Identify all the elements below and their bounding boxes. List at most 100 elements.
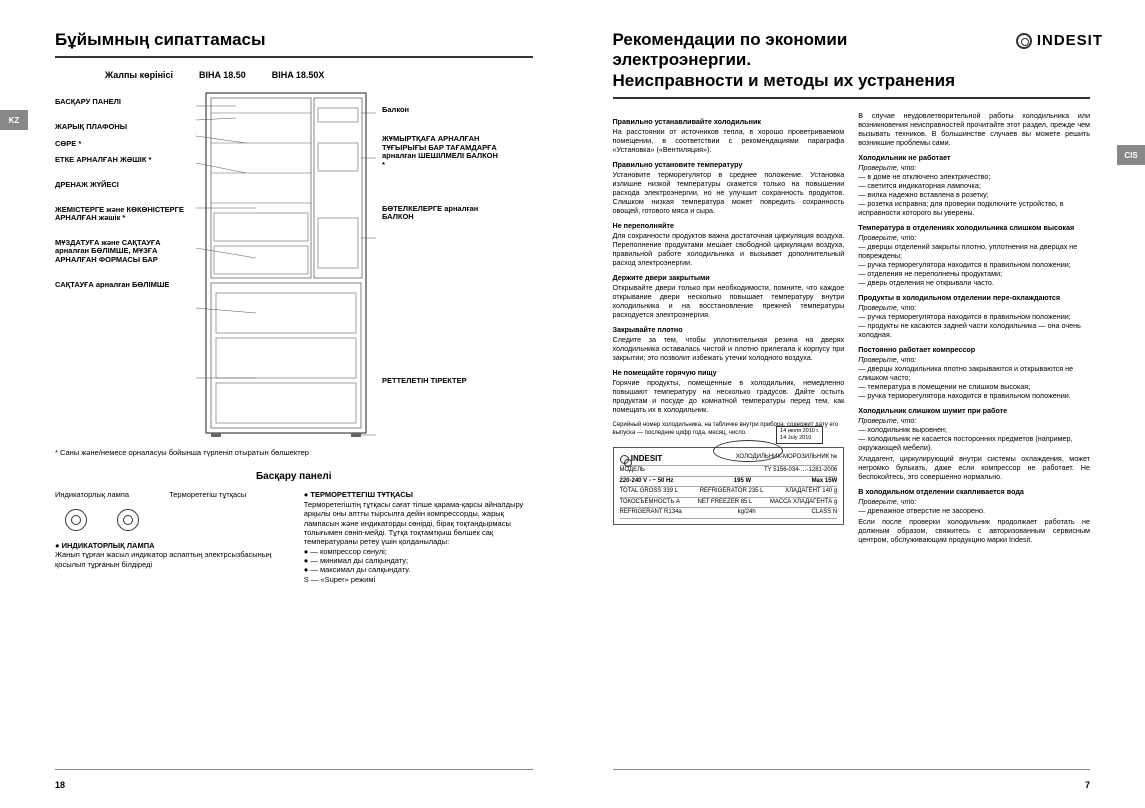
check-item: — светится индикаторная лампочка; [858,181,1090,190]
model-1: BIHA 18.50 [199,70,246,80]
brand-icon [1016,33,1032,49]
lbl: ЖАРЫҚ ПЛАФОНЫ [55,123,190,132]
check-label: Проверьте, что: [858,355,1090,364]
model-2: BIHA 18.50X [272,70,325,80]
check-label: Проверьте, что: [858,497,1090,506]
models-row: Жалпы көрінісі BIHA 18.50 BIHA 18.50X [105,70,533,80]
date-callout: 14 июля 2010 г. 14 July 2010 [776,426,823,444]
left-title: Бұйымның сипаттамасы [55,30,533,50]
check-item: — ручка терморегулятора находится в прав… [858,260,1090,269]
lang-tab-kz: KZ [0,110,28,130]
check-item: — продукты не касаются задней части холо… [858,321,1090,339]
issue-title: В холодильном отделении скапливается вод… [858,487,1090,496]
indicator-lamp-icon [65,509,87,531]
intro: В случае неудовлетворительной работы хол… [858,111,1090,147]
plate-power: 195 W [734,478,751,486]
footer-rule [613,769,1091,770]
issue-title: Холодильник не работает [858,153,1090,162]
thermostat-title: ● ТЕРМОРЕТТЕГІШ ТҰТҚАСЫ [304,490,533,499]
tip-title: Не помещайте горячую пищу [613,368,845,377]
lbl: ЕТКЕ АРНАЛҒАН ЖӘШІК * [55,156,190,165]
issue-title: Постоянно работает компрессор [858,345,1090,354]
panel-col-left: Индикаторлық лампа Терморетегіш тұтқасы … [55,490,284,584]
thermo-item: ● — компрессор сөнулі; [304,547,533,556]
check-label: Проверьте, что: [858,303,1090,312]
indicator-title: ● ИНДИКАТОРЛЫҚ ЛАМПА [55,541,284,550]
check-label: Проверьте, что: [858,416,1090,425]
check-item: — в доме не отключено электричество; [858,172,1090,181]
lbl: САҚТАУҒА арналған БӨЛІМШЕ [55,281,190,290]
issue-title: Температура в отделениях холодильника сл… [858,223,1090,232]
thermo-item: ● — максимал ды салқындату. [304,565,533,574]
check-item: — дренажное отверстие не засорено. [858,506,1090,515]
right-columns: Правильно устанавливайте холодильник На … [613,111,1091,549]
lbl: ЖҰМЫРТҚАҒА АРНАЛҒАН ТҰҒЫРЫҒЫ БАР ТАҒАМДА… [382,135,502,170]
page-number: 7 [1085,780,1090,790]
tip-title: Закрывайте плотно [613,325,845,334]
knob-label: Терморетегіш тұтқасы [169,490,246,499]
plate-brand: INDESIT [620,454,663,464]
brand-logo: INDESIT [1016,32,1103,49]
issue-extra: Хладагент, циркулирующий внутри системы … [858,454,1090,481]
check-item: — дверь отделения не открывали часто. [858,278,1090,287]
lbl: ДРЕНАЖ ЖҮЙЕСІ [55,181,190,190]
issue-title: Холодильник слишком шумит при работе [858,406,1090,415]
tip-title: Не переполняйте [613,221,845,230]
thermostat-knob-icon [117,509,139,531]
thermo-item: ● — минимал ды салқындату; [304,556,533,565]
plate-std: TY 5156-034-…-1281-2006 [764,467,837,475]
fridge-illustration [196,88,376,438]
brand-text: INDESIT [1037,32,1103,49]
control-panel-heading: Басқару панелі [55,471,533,482]
diagram-labels-left: БАСҚАРУ ПАНЕЛІ ЖАРЫҚ ПЛАФОНЫ СӨРЕ * ЕТКЕ… [55,88,190,438]
rule [55,56,533,58]
footer-rule [55,769,533,770]
col-energy-tips: Правильно устанавливайте холодильник На … [613,111,845,549]
models-label: Жалпы көрінісі [105,70,173,80]
check-item: — дверцы отделений закрыты плотно, уплот… [858,242,1090,260]
check-label: Проверьте, что: [858,163,1090,172]
lbl: МҰЗДАТУҒА және САҚТАУҒА арналған БӨЛІМШЕ… [55,239,190,265]
rating-plate: 14 июля 2010 г. 14 July 2010 INDESIT ХОЛ… [613,447,845,525]
check-item: — холодильник не касается посторонних пр… [858,434,1090,452]
issue-extra: Если после проверки холодильник продолжа… [858,517,1090,544]
check-item: — розетка исправна; для проверки подключ… [858,199,1090,217]
thermo-item: S — «Super» режимі [304,575,533,584]
left-page: KZ Бұйымның сипаттамасы Жалпы көрінісі B… [0,0,573,808]
plate-max: Max 15W [812,478,838,486]
lbl: ЖЕМІСТЕРГЕ және КӨКӨНІСТЕРГЕ АРНАЛҒАН жә… [55,206,190,223]
lang-tab-cis: CIS [1117,145,1145,165]
check-item: — дверцы холодильника плотно закрываются… [858,364,1090,382]
diagram-labels-right: Балкон ЖҰМЫРТҚАҒА АРНАЛҒАН ТҰҒЫРЫҒЫ БАР … [382,88,502,438]
check-label: Проверьте, что: [858,233,1090,242]
lbl: БАСҚАРУ ПАНЕЛІ [55,98,190,107]
check-item: — ручка терморегулятора находится в прав… [858,391,1090,400]
tip-title: Держите двери закрытыми [613,273,845,282]
control-panel-section: Индикаторлық лампа Терморетегіш тұтқасы … [55,490,533,584]
indicator-body: Жанып тұрған жасыл индикатор аспаптың эл… [55,550,284,569]
lbl: СӨРЕ * [55,140,190,149]
lbl: Балкон [382,106,502,115]
check-item: — ручка терморегулятора находится в прав… [858,312,1090,321]
tip-title: Правильно устанавливайте холодильник [613,117,845,126]
thermostat-body: Терморетегіштің тұтқасы сағат тілше қара… [304,500,533,547]
tip-body: Открывайте двери только при необходимост… [613,283,845,319]
knob-label: Индикаторлық лампа [55,490,129,499]
lbl: РЕТТЕЛЕТІН ТІРЕКТЕР [382,377,502,386]
panel-col-right: ● ТЕРМОРЕТТЕГІШ ТҰТҚАСЫ Терморетегіштің … [304,490,533,584]
check-item: — отделения не переполнены продуктами; [858,269,1090,278]
plate-voltage: 220-240 V - ~ 50 Hz [620,478,674,486]
page-number: 18 [55,780,65,790]
lbl: БӨТЕЛКЕЛЕРГЕ арналған БАЛКОН [382,205,502,222]
plate-model-label: МОДЕЛЬ [620,467,645,475]
issue-title: Продукты в холодильном отделении пере-ох… [858,293,1090,302]
tip-body: Установите терморегулятор в среднее поло… [613,170,845,215]
fridge-diagram: БАСҚАРУ ПАНЕЛІ ЖАРЫҚ ПЛАФОНЫ СӨРЕ * ЕТКЕ… [55,88,533,438]
check-item: — холодильник выровнен; [858,425,1090,434]
tip-body: На расстоянии от источников тепла, в хор… [613,127,845,154]
footnote: * Саны және/немесе орналасуы бойынша түр… [55,448,533,457]
tip-body: Для сохранности продуктов важна достаточ… [613,231,845,267]
check-item: — температура в помещении не слишком выс… [858,382,1090,391]
right-page: CIS INDESIT Рекомендации по экономии эле… [573,0,1145,808]
tip-body: Следите за тем, чтобы уплотнительная рез… [613,335,845,362]
